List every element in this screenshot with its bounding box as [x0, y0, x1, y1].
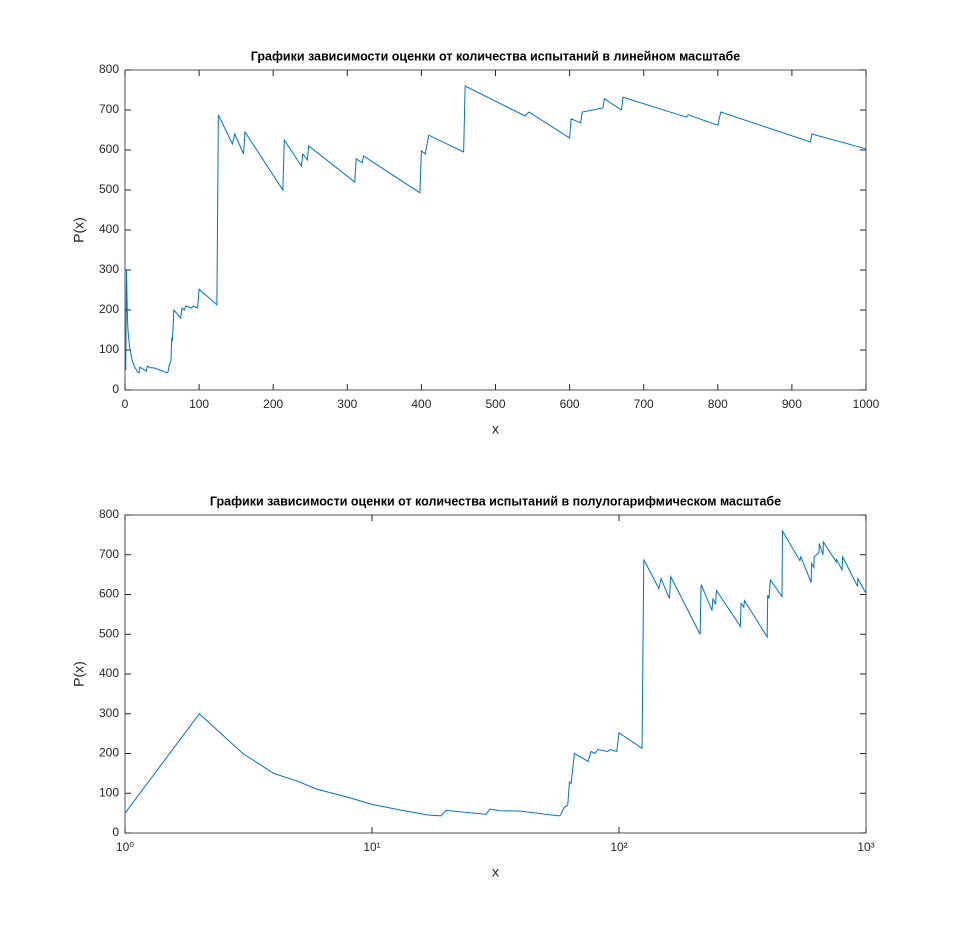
y-tick-label: 700	[99, 102, 119, 116]
x-tick-label: 600	[560, 397, 580, 411]
y-axis-label: P(x)	[71, 217, 87, 243]
y-tick-label: 700	[99, 547, 119, 561]
x-axis-label: x	[492, 421, 499, 437]
y-tick-label: 200	[99, 746, 119, 760]
y-tick-label: 400	[99, 222, 119, 236]
y-tick-label: 600	[99, 142, 119, 156]
y-tick-label: 100	[99, 785, 119, 799]
x-axis-label: x	[492, 864, 499, 880]
x-tick-label: 700	[634, 397, 654, 411]
chart-title: Графики зависимости оценки от количества…	[251, 49, 741, 63]
y-tick-label: 0	[112, 825, 119, 839]
y-tick-label: 400	[99, 666, 119, 680]
y-axis-label: P(x)	[71, 661, 87, 687]
data-line	[124, 529, 867, 817]
x-tick-label: 0	[122, 397, 129, 411]
x-tick-label: 10²	[610, 840, 627, 854]
x-tick-label: 10¹	[363, 840, 380, 854]
x-tick-label: 100	[189, 397, 209, 411]
x-tick-label: 800	[708, 397, 728, 411]
y-tick-label: 600	[99, 587, 119, 601]
y-tick-label: 100	[99, 342, 119, 356]
y-tick-label: 500	[99, 182, 119, 196]
x-tick-label: 400	[411, 397, 431, 411]
x-tick-label: 300	[337, 397, 357, 411]
chart-title: Графики зависимости оценки от количества…	[210, 494, 781, 508]
data-line	[125, 85, 867, 374]
y-tick-label: 200	[99, 302, 119, 316]
x-tick-label: 900	[782, 397, 802, 411]
y-tick-label: 300	[99, 262, 119, 276]
x-tick-label: 200	[263, 397, 283, 411]
x-tick-label: 500	[485, 397, 505, 411]
y-tick-label: 800	[99, 62, 119, 76]
y-tick-label: 0	[112, 382, 119, 396]
y-tick-label: 800	[99, 507, 119, 521]
y-tick-label: 300	[99, 706, 119, 720]
y-tick-label: 500	[99, 626, 119, 640]
x-tick-label: 10³	[857, 840, 874, 854]
x-tick-label: 1000	[853, 397, 880, 411]
x-tick-label: 10⁰	[116, 840, 134, 854]
